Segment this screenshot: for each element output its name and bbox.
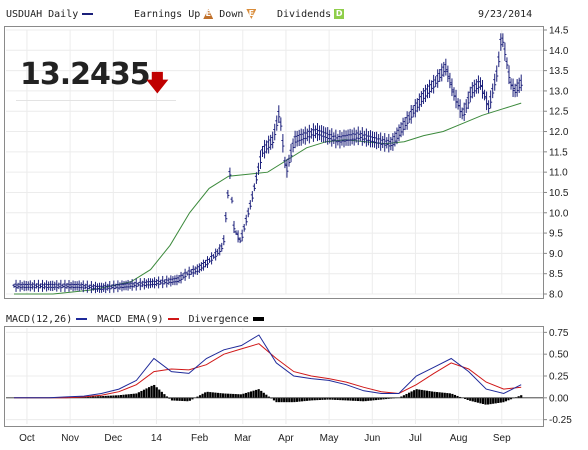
- chart-symbol-title: USDUAH Daily: [6, 9, 94, 20]
- dividends-legend: Dividends D: [277, 9, 345, 20]
- price-tick-label: 9.5: [549, 229, 563, 240]
- dividends-label: Dividends: [277, 9, 332, 20]
- x-tick-label: 14: [151, 433, 163, 444]
- earnings-legend: Earnings Up E Down E: [134, 9, 257, 20]
- last-price-box: 13.2435 🡇: [16, 54, 176, 101]
- macd-tick-label: -0.25: [549, 415, 572, 426]
- earnings-down-icon: E: [246, 9, 257, 19]
- earnings-up-label: Up: [188, 9, 201, 20]
- price-tick-label: 11.0: [549, 168, 568, 179]
- x-tick-label: May: [320, 433, 339, 444]
- dividends-icon: D: [334, 9, 345, 19]
- price-tick-label: 12.0: [549, 127, 569, 138]
- ema-swatch: [167, 318, 179, 320]
- x-tick-label: Oct: [19, 433, 35, 444]
- symbol-label: USDUAH Daily: [6, 9, 79, 20]
- price-tick-label: 12.5: [549, 107, 569, 118]
- macd-line: [14, 334, 522, 399]
- ema-label: MACD EMA(9): [97, 314, 164, 325]
- x-tick-label: Feb: [191, 433, 209, 444]
- macd-legend: MACD(12,26) MACD EMA(9) Divergence: [6, 314, 264, 325]
- macd-tick-label: 0.50: [549, 350, 569, 361]
- price-tick-label: 14.0: [549, 46, 569, 57]
- price-tick-label: 8.5: [549, 269, 563, 280]
- macd-tick-label: 0.25: [549, 372, 569, 383]
- price-tick-label: 11.5: [549, 147, 568, 158]
- macd-label: MACD(12,26): [6, 314, 73, 325]
- price-series-swatch: [82, 13, 94, 15]
- macd-ema-line: [14, 343, 522, 399]
- x-tick-label: Aug: [450, 433, 468, 444]
- macd-tick-label: 0.75: [549, 328, 569, 339]
- price-tick-label: 8.0: [549, 290, 563, 301]
- x-tick-label: Mar: [234, 433, 252, 444]
- last-price: 13.2435: [20, 57, 151, 92]
- price-tick-label: 9.0: [549, 249, 563, 260]
- chart-date: 9/23/2014: [478, 9, 533, 20]
- x-tick-label: Apr: [278, 433, 294, 444]
- down-arrow-icon: 🡇: [146, 71, 169, 96]
- macd-tick-label: 0.00: [549, 393, 569, 404]
- macd-swatch: [76, 318, 88, 320]
- price-tick-label: 13.0: [549, 86, 569, 97]
- x-tick-label: Nov: [61, 433, 79, 444]
- price-tick-label: 10.5: [549, 188, 569, 199]
- price-tick-label: 14.5: [549, 26, 569, 37]
- divergence-swatch: [252, 317, 264, 321]
- earnings-down-label: Down: [219, 9, 244, 20]
- x-tick-label: Jun: [364, 433, 380, 444]
- earnings-label: Earnings: [134, 9, 183, 20]
- divergence-label: Divergence: [188, 314, 249, 325]
- earnings-up-icon: E: [203, 9, 214, 19]
- x-tick-label: Dec: [104, 433, 122, 444]
- x-tick-label: Jul: [409, 433, 422, 444]
- price-tick-label: 10.0: [549, 208, 569, 219]
- price-tick-label: 13.5: [549, 66, 569, 77]
- x-tick-label: Sep: [493, 433, 511, 444]
